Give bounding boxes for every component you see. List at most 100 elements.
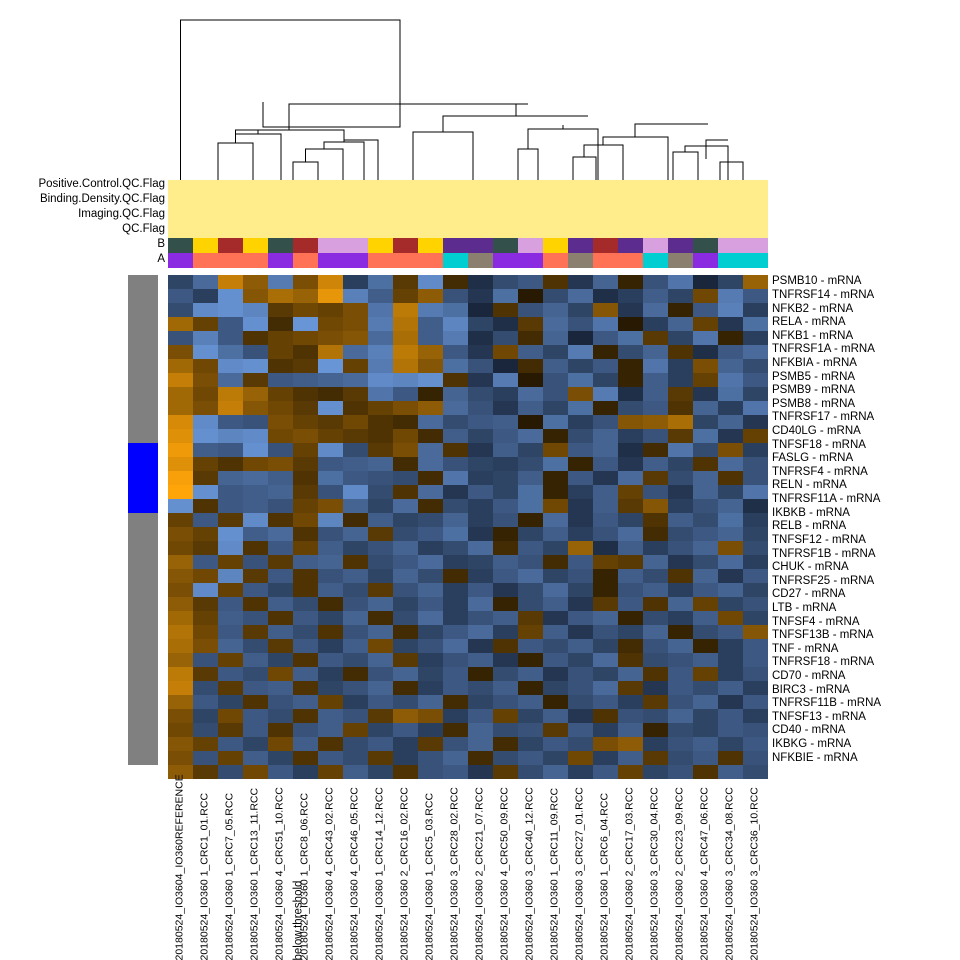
- sample-label: 20180524_IO360 3_CRC27_01.RCC: [573, 786, 585, 960]
- heatmap-cell: [693, 611, 718, 625]
- heatmap-cell: [593, 275, 618, 289]
- gene-label: TNFRSF1A - mRNA: [772, 343, 875, 356]
- heatmap-cell: [668, 415, 693, 429]
- heatmap-cell: [343, 653, 368, 667]
- annotation-a-cell: [643, 253, 668, 268]
- heatmap-cell: [418, 723, 443, 737]
- heatmap-cell: [243, 387, 268, 401]
- below-threshold-cell: [128, 429, 158, 443]
- heatmap-cell: [618, 723, 643, 737]
- heatmap-cell: [443, 709, 468, 723]
- below-threshold-cell: [128, 485, 158, 499]
- heatmap-cell: [693, 695, 718, 709]
- heatmap-cell: [368, 345, 393, 359]
- gene-label: TNFSF18 - mRNA: [772, 438, 866, 451]
- heatmap-cell: [168, 737, 193, 751]
- heatmap-cell: [643, 359, 668, 373]
- heatmap-cell: [693, 499, 718, 513]
- heatmap-cell: [343, 765, 368, 779]
- annotation-a-cell: [568, 253, 593, 268]
- heatmap-cell: [343, 513, 368, 527]
- heatmap-cell: [468, 681, 493, 695]
- heatmap-cell: [218, 653, 243, 667]
- heatmap-cell: [493, 499, 518, 513]
- heatmap-cell: [593, 443, 618, 457]
- gene-label: CD27 - mRNA: [772, 588, 846, 601]
- heatmap-cell: [468, 639, 493, 653]
- annotation-a-cell: [418, 253, 443, 268]
- heatmap-cell: [418, 317, 443, 331]
- heatmap-cell: [368, 653, 393, 667]
- heatmap-cell: [193, 289, 218, 303]
- heatmap-cell: [293, 373, 318, 387]
- heatmap-cell: [718, 569, 743, 583]
- heatmap-cell: [318, 765, 343, 779]
- below-threshold-cell: [128, 737, 158, 751]
- sample-label: 20180524_IO360 1_CRC8_06.RCC: [298, 792, 310, 960]
- heatmap-cell: [468, 555, 493, 569]
- heatmap-cell: [468, 401, 493, 415]
- heatmap-cell: [693, 331, 718, 345]
- heatmap-cell: [718, 611, 743, 625]
- heatmap-cell: [343, 583, 368, 597]
- heatmap-cell: [718, 751, 743, 765]
- heatmap-cell: [643, 275, 668, 289]
- annotation-b-cell: [393, 238, 418, 253]
- heatmap-cell: [168, 443, 193, 457]
- heatmap-cell: [443, 275, 468, 289]
- heatmap-cell: [393, 499, 418, 513]
- heatmap-cell: [218, 331, 243, 345]
- heatmap-cell: [418, 597, 443, 611]
- heatmap-cell: [318, 513, 343, 527]
- heatmap-cell: [193, 373, 218, 387]
- heatmap-cell: [743, 541, 768, 555]
- heatmap-cell: [493, 555, 518, 569]
- heatmap-cell: [493, 331, 518, 345]
- annotation-b-cell: [643, 238, 668, 253]
- heatmap-cell: [718, 639, 743, 653]
- heatmap-cell: [268, 401, 293, 415]
- heatmap-cell: [643, 443, 668, 457]
- heatmap-cell: [493, 737, 518, 751]
- heatmap-cell: [243, 569, 268, 583]
- heatmap-cell: [293, 429, 318, 443]
- heatmap-cell: [568, 695, 593, 709]
- heatmap-cell: [243, 471, 268, 485]
- heatmap-cell: [168, 611, 193, 625]
- heatmap-cell: [468, 583, 493, 597]
- heatmap-cell: [543, 541, 568, 555]
- heatmap-cell: [368, 709, 393, 723]
- heatmap-cell: [193, 513, 218, 527]
- heatmap-cell: [368, 471, 393, 485]
- heatmap-cell: [318, 625, 343, 639]
- heatmap-cell: [343, 359, 368, 373]
- below-threshold-cell: [128, 583, 158, 597]
- heatmap-cell: [193, 597, 218, 611]
- heatmap-cell: [443, 541, 468, 555]
- heatmap-cell: [593, 751, 618, 765]
- heatmap-cell: [743, 471, 768, 485]
- heatmap-cell: [168, 429, 193, 443]
- heatmap-cell: [493, 681, 518, 695]
- heatmap-cell: [268, 625, 293, 639]
- heatmap-cell: [343, 751, 368, 765]
- heatmap-cell: [668, 303, 693, 317]
- heatmap-cell: [218, 275, 243, 289]
- heatmap-cell: [543, 695, 568, 709]
- heatmap-cell: [343, 527, 368, 541]
- heatmap-cell: [293, 625, 318, 639]
- heatmap-cell: [368, 359, 393, 373]
- heatmap-cell: [443, 401, 468, 415]
- heatmap-cell: [468, 611, 493, 625]
- heatmap-cell: [693, 681, 718, 695]
- heatmap-cell: [568, 667, 593, 681]
- heatmap-cell: [693, 387, 718, 401]
- heatmap-cell: [518, 485, 543, 499]
- annotation-b-cell: [543, 238, 568, 253]
- heatmap-cell: [243, 359, 268, 373]
- heatmap-cell: [318, 639, 343, 653]
- gene-label: TNFRSF11A - mRNA: [772, 493, 881, 506]
- heatmap-cell: [543, 667, 568, 681]
- heatmap-cell: [418, 611, 443, 625]
- heatmap-cell: [518, 527, 543, 541]
